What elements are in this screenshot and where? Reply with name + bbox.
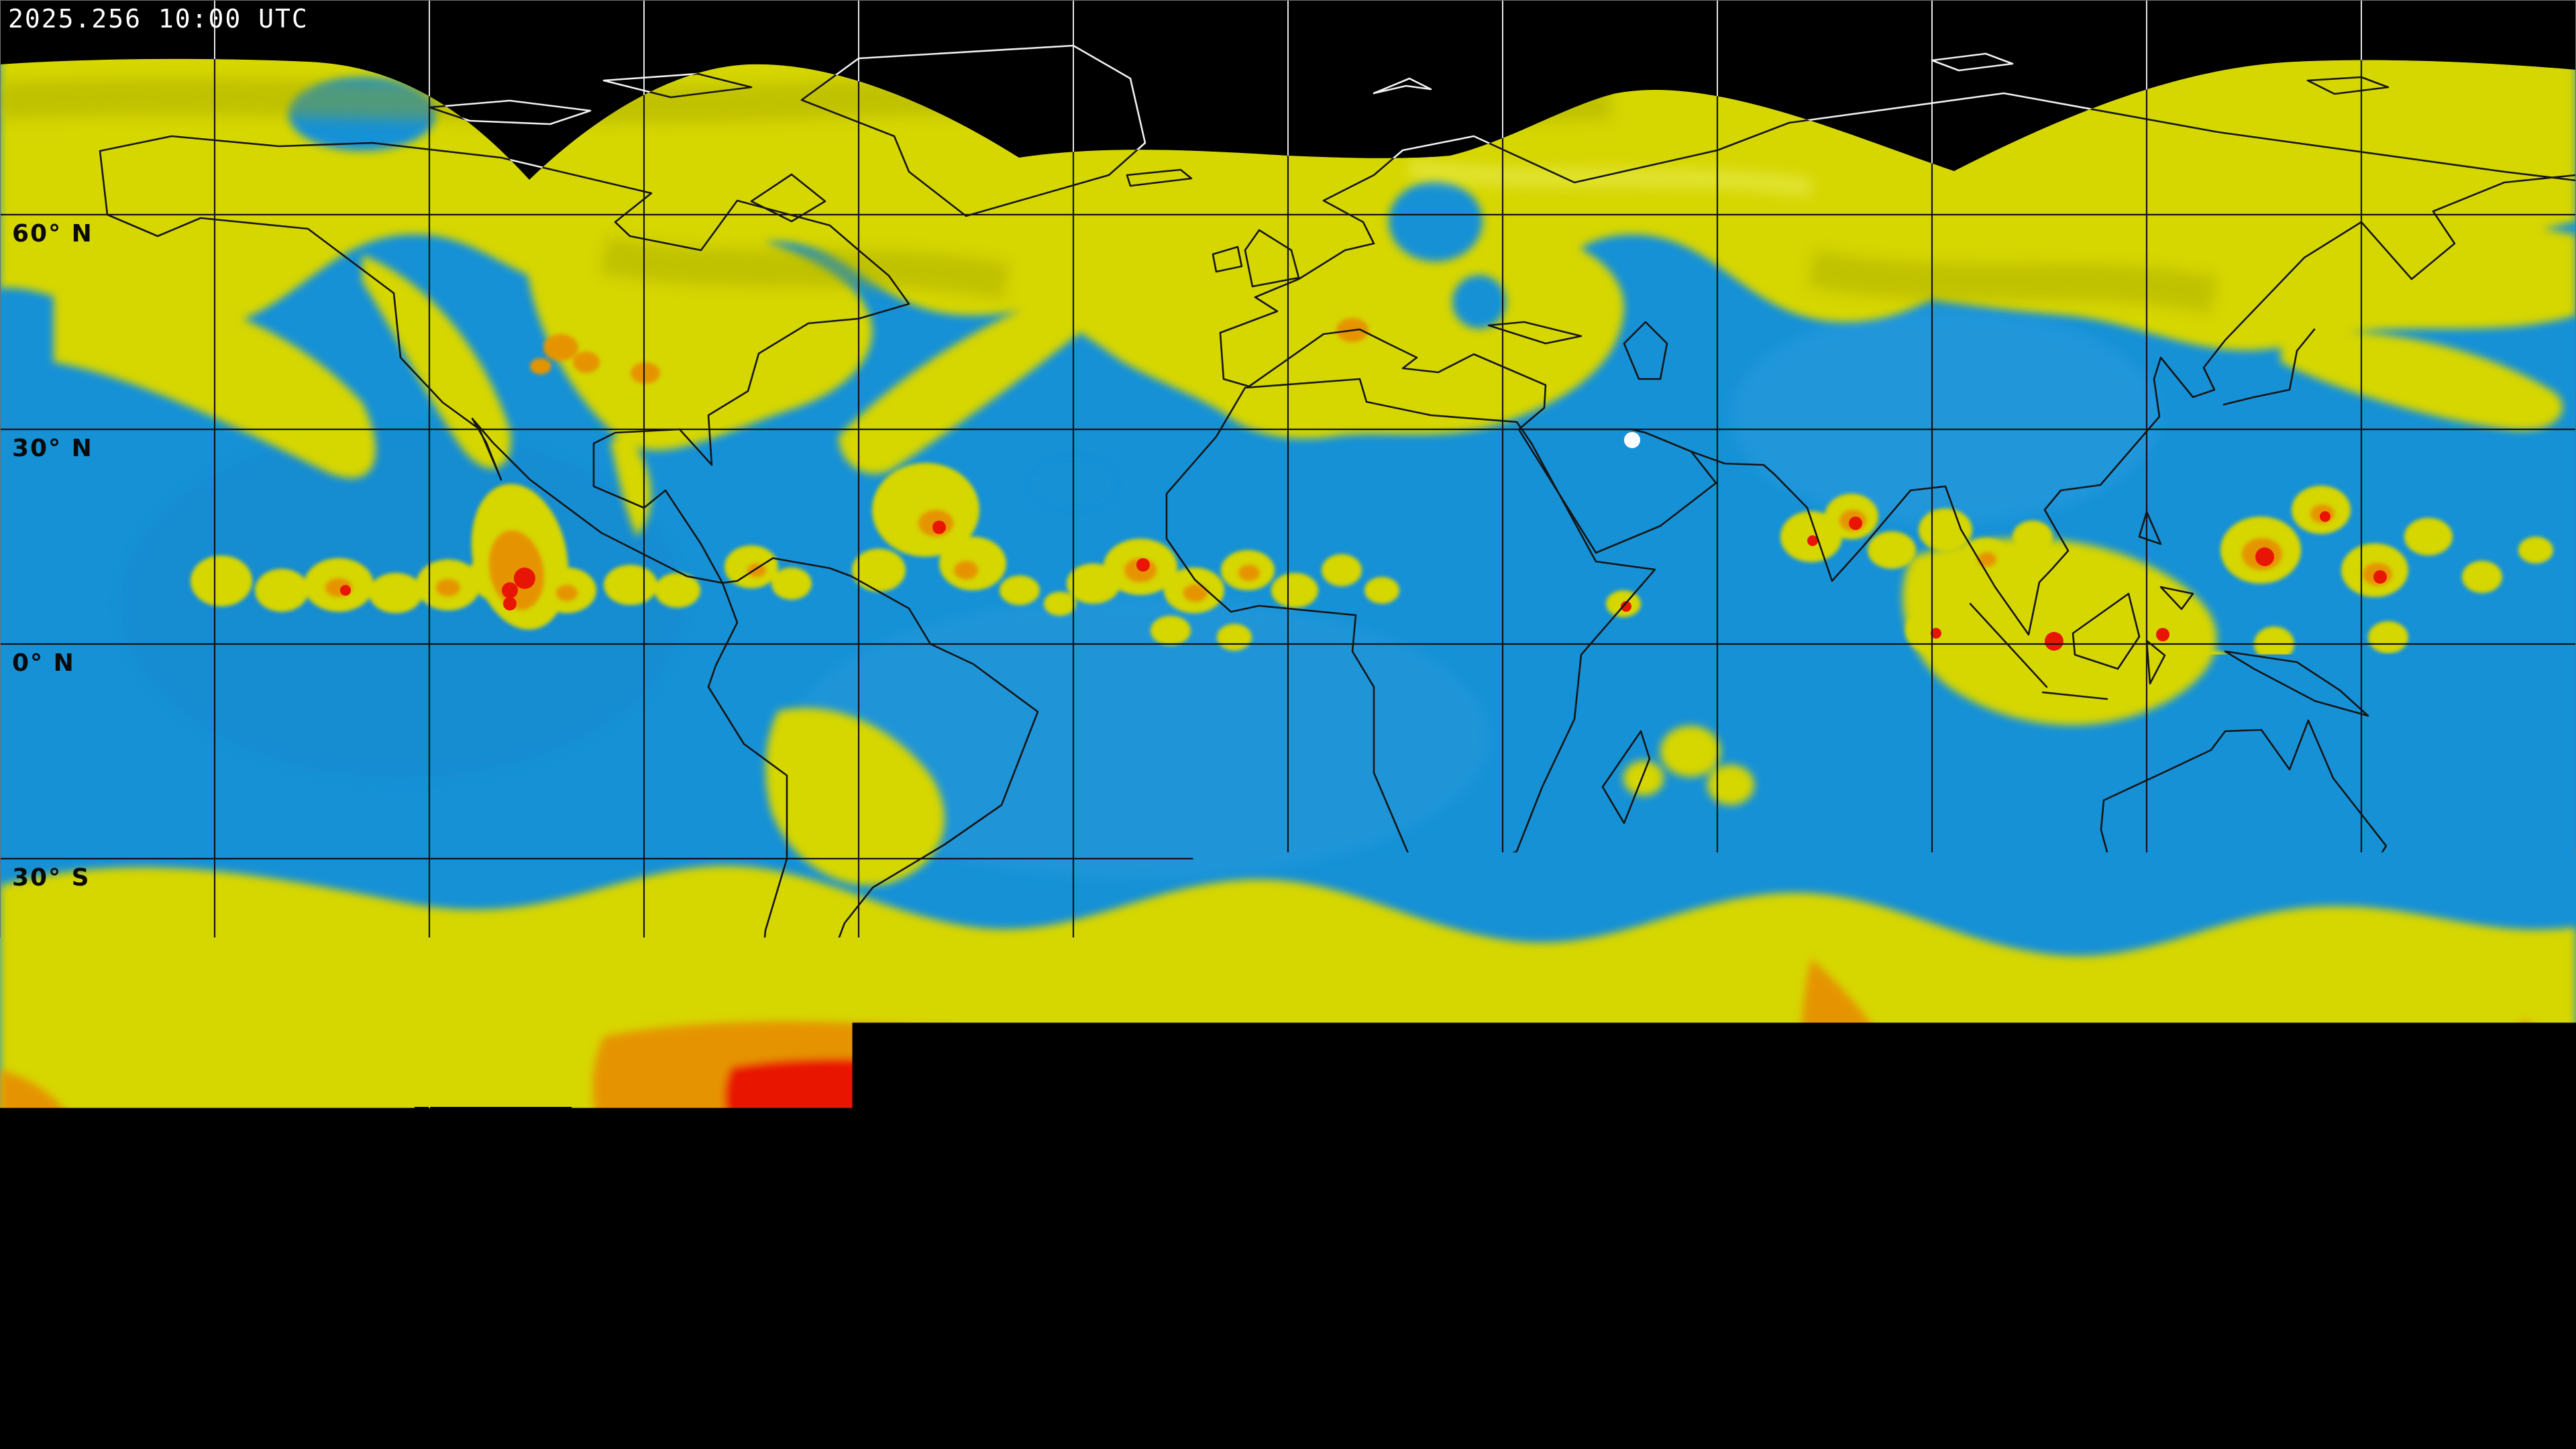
tick-label: 250	[1276, 1344, 1324, 1375]
tick-label: 260	[1359, 1344, 1407, 1375]
satellite-composite-screen: 2025.256 10:00 UTC 60° N 30° N 0° N 30° …	[0, 0, 2576, 1449]
timestamp-label: 2025.256 10:00 UTC	[8, 4, 309, 34]
tick-label: 200	[860, 1344, 908, 1375]
tick-label: 180	[694, 1344, 742, 1375]
lat-label-60s: 60° S	[12, 1079, 91, 1106]
cold-overshoot-white-spot	[1624, 432, 1640, 448]
colorbar-tick-labels: 180 190 200 210 220 230 240 250 260 270 …	[718, 1344, 1800, 1375]
map-canvas	[0, 0, 2576, 1287]
satellite-data-region	[0, 0, 2576, 1285]
tick-label: 280	[1526, 1344, 1574, 1375]
tick-label: 230	[1110, 1344, 1158, 1375]
world-water-vapor-map	[0, 0, 2576, 1287]
tick-label: 290	[1609, 1344, 1658, 1375]
colorbar-title: Brightness Temperature in 6.75um, Kelvin	[0, 1377, 2576, 1407]
colorbar-ticks	[718, 1332, 1800, 1346]
tick-label: 270	[1443, 1344, 1491, 1375]
tick-label: 190	[777, 1344, 825, 1375]
tick-label: 210	[943, 1344, 991, 1375]
tick-label: 310	[1776, 1344, 1824, 1375]
colorbar-gradient	[718, 1303, 1801, 1332]
lat-label-60n: 60° N	[12, 220, 93, 248]
lat-label-30s: 30° S	[12, 864, 91, 892]
map-bottom-rule	[0, 1287, 2576, 1288]
lat-label-0n: 0° N	[12, 649, 75, 677]
lat-label-30n: 30° N	[12, 435, 93, 462]
tick-label: 220	[1026, 1344, 1075, 1375]
tick-label: 300	[1693, 1344, 1741, 1375]
tick-label: 240	[1193, 1344, 1241, 1375]
